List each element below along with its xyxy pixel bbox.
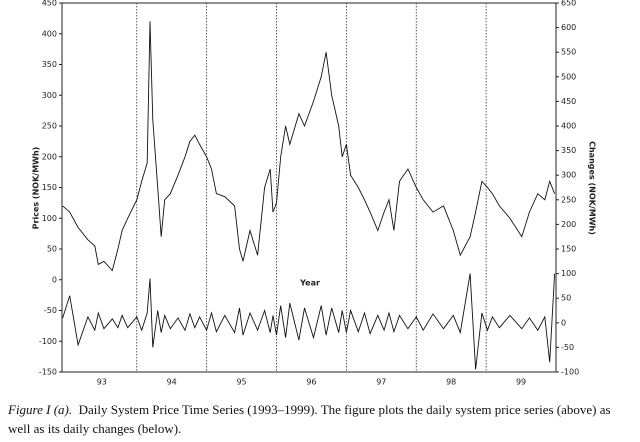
x-tick-label: 93: [97, 378, 107, 387]
x-axis-label: Year: [299, 279, 320, 288]
y2-tick-label: 100: [561, 269, 576, 278]
y-tick-label: 150: [42, 183, 57, 192]
y-tick-label: -100: [39, 337, 57, 346]
y-axis-label: Prices (NOK/MWh): [32, 147, 41, 230]
y-tick-label: 400: [42, 29, 57, 38]
x-tick-label: 97: [376, 378, 386, 387]
y2-tick-label: 350: [561, 146, 576, 155]
y2-tick-label: -100: [561, 368, 579, 377]
y-tick-label: 200: [42, 152, 57, 161]
y-tick-label: 50: [47, 245, 57, 254]
x-tick-label: 99: [516, 378, 526, 387]
caption: Figure I (a). Daily System Price Time Se…: [8, 400, 633, 438]
y-tick-label: 300: [42, 91, 57, 100]
y2-tick-label: 250: [561, 195, 576, 204]
y-tick-label: -150: [39, 368, 57, 377]
x-tick-label: 98: [446, 378, 456, 387]
y-tick-label: 250: [42, 122, 57, 131]
y-tick-label: 100: [42, 214, 57, 223]
y2-tick-label: 150: [561, 245, 576, 254]
chart: Year Prices (NOK/MWh) Changes (NOK/MWh) …: [32, 0, 597, 387]
y-tick-label: -50: [44, 306, 57, 315]
x-tick-label: 96: [306, 378, 316, 387]
y2-axis-label: Changes (NOK/MWh): [588, 141, 597, 235]
y2-tick-label: 500: [561, 72, 576, 81]
y2-tick-label: 450: [561, 97, 576, 106]
y-tick-label: 0: [52, 275, 57, 284]
y2-tick-label: 650: [561, 0, 576, 8]
caption-label: Figure I (a).: [8, 402, 73, 417]
y-tick-label: 350: [42, 60, 57, 69]
y2-tick-label: 600: [561, 23, 576, 32]
x-tick-label: 94: [167, 378, 177, 387]
series-line: [62, 21, 556, 272]
y2-tick-label: 200: [561, 220, 576, 229]
series-line: [62, 273, 556, 370]
y2-tick-label: 550: [561, 48, 576, 57]
y-tick-label: 450: [42, 0, 57, 8]
y2-tick-label: 50: [561, 294, 571, 303]
y2-tick-label: 300: [561, 171, 576, 180]
y2-tick-label: -50: [561, 343, 574, 352]
y2-tick-label: 0: [561, 318, 566, 327]
caption-text: Daily System Price Time Series (1993–199…: [8, 402, 611, 436]
x-tick-label: 95: [236, 378, 246, 387]
y2-tick-label: 400: [561, 122, 576, 131]
